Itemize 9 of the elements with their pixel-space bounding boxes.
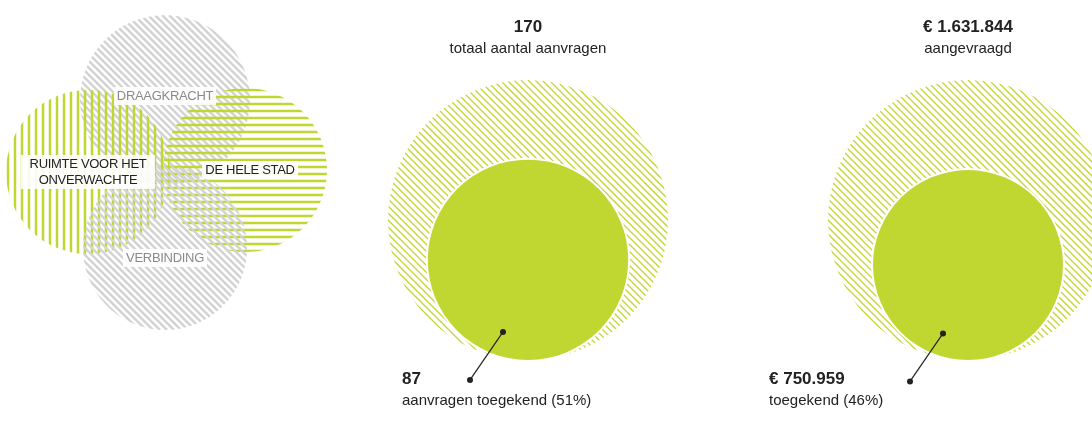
data-label: € 750.959 [769,368,846,390]
category-label: aanvragen toegekend (51%) [402,390,592,410]
data-label: 87 [402,368,422,390]
category-label: aangevraagd [923,38,1013,58]
data-label: € 1.631.844 [922,16,1014,38]
category-label: toegekend (46%) [769,390,884,410]
category-label: DRAAGKRACHT [113,87,217,105]
data-label: 170 [512,16,544,38]
category-label: totaal aantal aanvragen [448,38,608,58]
